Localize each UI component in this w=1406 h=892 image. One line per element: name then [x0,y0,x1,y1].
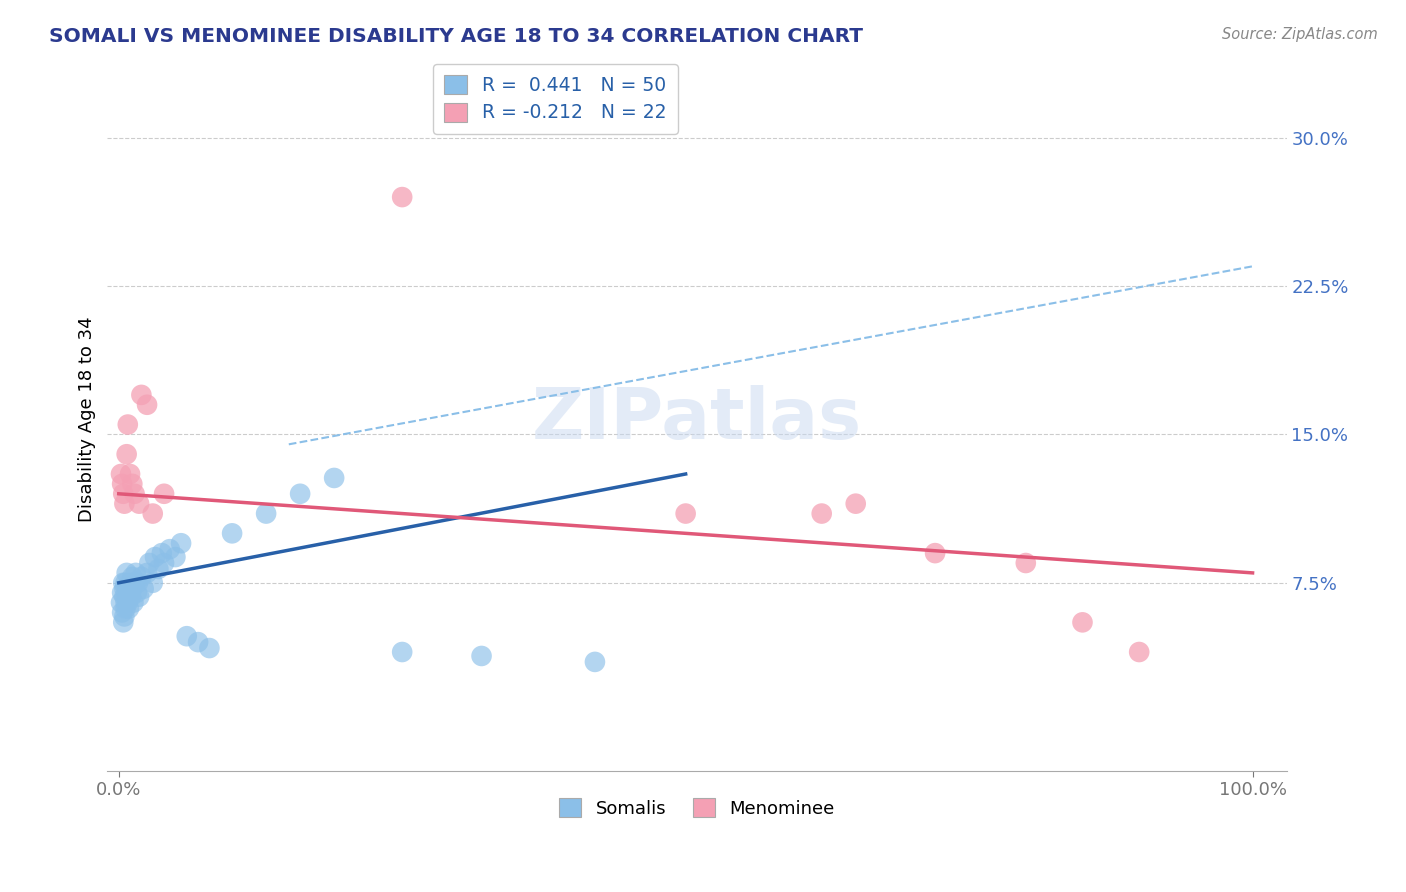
Point [165,550,187,565]
Point [131,570,153,584]
Point [170,536,193,550]
Point [118,590,141,604]
Point [1071,615,1094,630]
Point [470,648,492,663]
Point [136,566,159,580]
Point [121,570,143,584]
Point [127,575,149,590]
Point [124,487,146,501]
Point [121,582,143,596]
Point [111,606,134,620]
Point [391,645,413,659]
Point [924,546,946,560]
Point [115,585,138,599]
Point [111,585,134,599]
Point [117,417,139,432]
Point [176,629,198,643]
Point [118,601,141,615]
Point [583,655,606,669]
Point [111,476,134,491]
Point [121,476,143,491]
Point [115,447,138,461]
Point [125,566,148,580]
Point [148,562,170,576]
Point [153,556,176,570]
Point [117,596,139,610]
Point [810,507,832,521]
Point [122,596,145,610]
Point [128,590,150,604]
Point [153,487,176,501]
Point [131,388,153,402]
Point [124,575,146,590]
Point [112,609,135,624]
Text: Source: ZipAtlas.com: Source: ZipAtlas.com [1222,27,1378,42]
Point [110,596,132,610]
Point [114,601,136,615]
Point [1015,556,1038,570]
Point [198,641,221,656]
Point [138,556,160,570]
Point [323,471,346,485]
Point [132,582,155,596]
Point [142,575,165,590]
Point [112,575,135,590]
Point [114,596,136,610]
Point [143,550,166,565]
Point [112,582,135,596]
Point [120,590,142,604]
Point [142,507,165,521]
Point [675,507,697,521]
Point [221,526,243,541]
Point [136,398,159,412]
Point [120,467,142,481]
Point [120,575,142,590]
Point [112,487,135,501]
Point [117,582,139,596]
Point [112,590,135,604]
Text: ZIPatlas: ZIPatlas [531,385,862,454]
Point [845,497,868,511]
Point [159,542,181,557]
Text: SOMALI VS MENOMINEE DISABILITY AGE 18 TO 34 CORRELATION CHART: SOMALI VS MENOMINEE DISABILITY AGE 18 TO… [49,27,863,45]
Point [115,566,138,580]
Point [187,635,209,649]
Point [128,497,150,511]
Point [254,507,277,521]
Point [391,190,413,204]
Point [125,585,148,599]
Point [150,546,173,560]
Point [112,497,135,511]
Point [120,585,142,599]
Point [1128,645,1150,659]
Point [112,615,135,630]
Point [288,487,311,501]
Legend: Somalis, Menominee: Somalis, Menominee [553,791,842,825]
Point [114,575,136,590]
Y-axis label: Disability Age 18 to 34: Disability Age 18 to 34 [79,317,96,523]
Point [110,467,132,481]
